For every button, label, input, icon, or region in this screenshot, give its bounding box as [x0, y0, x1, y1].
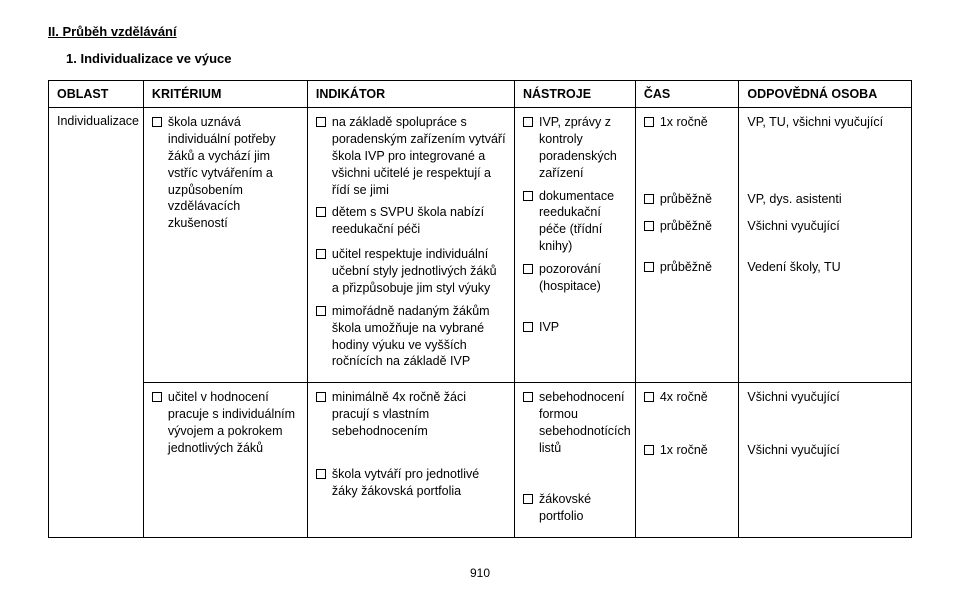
- cell-nastroje: sebehodnocení formou sebehodnotících lis…: [515, 383, 636, 537]
- cell-indikator: minimálně 4x ročně žáci pracují s vlastn…: [307, 383, 514, 537]
- bullet-item: minimálně 4x ročně žáci pracují s vlastn…: [316, 389, 506, 440]
- cell-indikator: na základě spolupráce s poradenským zaří…: [307, 108, 514, 383]
- bullet-item: IVP: [523, 319, 627, 336]
- bullet-item: 1x ročně: [644, 442, 731, 459]
- bullet-item: škola vytváří pro jednotlivé žáky žákovs…: [316, 466, 506, 500]
- table-row: Individualizace škola uznává individuáln…: [49, 108, 912, 383]
- col-kriterium: KRITÉRIUM: [143, 81, 307, 108]
- bullet-item: učitel v hodnocení pracuje s individuáln…: [152, 389, 299, 457]
- section-title: II. Průběh vzdělávání: [48, 24, 912, 39]
- cell-cas: 1x ročně průběžně průběžně průběžně: [635, 108, 739, 383]
- bullet-item: mimořádně nadaným žákům škola umožňuje n…: [316, 303, 506, 371]
- table-header-row: OBLAST KRITÉRIUM INDIKÁTOR NÁSTROJE ČAS …: [49, 81, 912, 108]
- cell-osoba: Všichni vyučující Všichni vyučující: [739, 383, 912, 537]
- sub-title: 1. Individualizace ve výuce: [66, 51, 912, 66]
- col-cas: ČAS: [635, 81, 739, 108]
- bullet-item: dokumentace reedukační péče (třídní knih…: [523, 188, 627, 256]
- bullet-item: 1x ročně: [644, 114, 731, 131]
- bullet-item: škola uznává individuální potřeby žáků a…: [152, 114, 299, 232]
- bullet-item: průběžně: [644, 218, 731, 235]
- list-item: VP, dys. asistenti: [747, 191, 903, 208]
- col-indikator: INDIKÁTOR: [307, 81, 514, 108]
- bullet-item: pozorování (hospitace): [523, 261, 627, 295]
- bullet-item: IVP, zprávy z kontroly poradenských zaří…: [523, 114, 627, 182]
- list-item: Všichni vyučující: [747, 389, 903, 406]
- cell-kriterium: škola uznává individuální potřeby žáků a…: [143, 108, 307, 383]
- table-row: učitel v hodnocení pracuje s individuáln…: [49, 383, 912, 537]
- col-nastroje: NÁSTROJE: [515, 81, 636, 108]
- cell-kriterium: učitel v hodnocení pracuje s individuáln…: [143, 383, 307, 537]
- bullet-item: průběžně: [644, 191, 731, 208]
- col-osoba: ODPOVĚDNÁ OSOBA: [739, 81, 912, 108]
- bullet-item: dětem s SVPU škola nabízí reedukační péč…: [316, 204, 506, 238]
- list-item: Všichni vyučující: [747, 442, 903, 459]
- bullet-item: učitel respektuje individuální učební st…: [316, 246, 506, 297]
- cell-cas: 4x ročně 1x ročně: [635, 383, 739, 537]
- bullet-item: průběžně: [644, 259, 731, 276]
- bullet-item: 4x ročně: [644, 389, 731, 406]
- criteria-table: OBLAST KRITÉRIUM INDIKÁTOR NÁSTROJE ČAS …: [48, 80, 912, 538]
- cell-osoba: VP, TU, všichni vyučující VP, dys. asist…: [739, 108, 912, 383]
- cell-oblast: Individualizace: [49, 108, 144, 538]
- list-item: Vedení školy, TU: [747, 259, 903, 276]
- cell-nastroje: IVP, zprávy z kontroly poradenských zaří…: [515, 108, 636, 383]
- list-item: VP, TU, všichni vyučující: [747, 114, 903, 131]
- bullet-item: sebehodnocení formou sebehodnotících lis…: [523, 389, 627, 457]
- list-item: Všichni vyučující: [747, 218, 903, 235]
- bullet-item: na základě spolupráce s poradenským zaří…: [316, 114, 506, 198]
- bullet-item: žákovské portfolio: [523, 491, 627, 525]
- col-oblast: OBLAST: [49, 81, 144, 108]
